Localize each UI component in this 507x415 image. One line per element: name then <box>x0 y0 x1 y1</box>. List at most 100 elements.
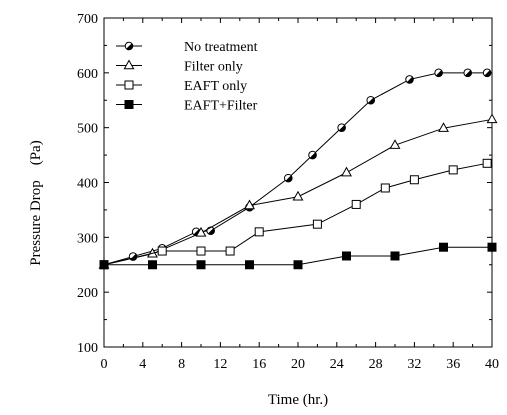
point-triangle <box>195 226 207 237</box>
point-square <box>312 219 322 229</box>
point-triangle <box>389 139 401 149</box>
x-tick-label: 8 <box>178 357 185 372</box>
point-square <box>254 227 264 237</box>
x-tick-label: 0 <box>101 357 108 372</box>
data-point <box>380 183 390 193</box>
point-filled-square <box>196 260 206 270</box>
data-point <box>366 95 376 105</box>
y-tick-label: 600 <box>77 67 98 82</box>
data-point <box>99 260 109 270</box>
point-filled-square <box>293 260 303 270</box>
data-point <box>482 158 492 168</box>
data-point <box>351 199 361 209</box>
data-point <box>341 166 352 177</box>
y-tick-label: 700 <box>77 12 98 27</box>
point-circle-fill <box>465 70 472 77</box>
legend-label: EAFT only <box>184 79 247 94</box>
data-point <box>148 260 157 270</box>
point-square <box>196 246 206 256</box>
data-point <box>448 165 458 175</box>
data-point <box>389 139 401 149</box>
point-triangle <box>438 122 449 132</box>
axis-ticks: 100 200 300 400 500 600 700 0 4 8 12 16 20 24 28 32 36 40 <box>77 12 499 372</box>
data-point <box>482 68 492 78</box>
point-filled-square <box>245 260 254 270</box>
point-square <box>409 175 419 185</box>
y-tick-label: 500 <box>77 122 98 137</box>
point-circle-fill <box>406 76 414 84</box>
point-triangle <box>486 113 498 124</box>
point-triangle <box>292 190 304 201</box>
data-point <box>196 260 206 270</box>
series-filter-only <box>98 113 498 269</box>
point-filled-square <box>99 260 109 270</box>
x-tick-label: 28 <box>369 357 383 372</box>
data-point <box>245 260 254 270</box>
point-square <box>351 199 361 209</box>
legend-entry: EAFT only <box>116 79 247 94</box>
data-point <box>124 80 134 90</box>
point-triangle <box>244 199 255 210</box>
data-point <box>254 227 264 237</box>
legend-label: EAFT+Filter <box>184 99 258 114</box>
legend: No treatment Filter only EAFT only EAFT+Fil… <box>116 40 258 114</box>
point-filled-square <box>487 242 497 252</box>
data-point <box>409 175 419 185</box>
legend-entry: No treatment <box>116 40 258 55</box>
axes <box>103 17 493 348</box>
point-circle-fill <box>338 124 346 132</box>
point-circle-fill <box>126 43 133 50</box>
point-circle-fill <box>208 228 215 235</box>
y-tick-label: 200 <box>77 286 98 301</box>
point-triangle <box>341 166 352 177</box>
series-group <box>98 68 498 270</box>
series-eaft-only <box>99 158 492 270</box>
data-point <box>124 41 134 51</box>
x-tick-label: 16 <box>252 357 266 372</box>
x-tick-label: 40 <box>485 357 499 372</box>
data-point <box>438 122 449 132</box>
point-square <box>380 183 390 193</box>
point-filled-square <box>148 260 157 270</box>
point-filled-square <box>439 242 448 252</box>
point-filled-square <box>390 251 400 261</box>
point-circle-fill <box>435 70 443 77</box>
data-point <box>157 246 167 256</box>
point-triangle <box>123 59 135 70</box>
data-point <box>434 68 443 78</box>
point-square <box>124 80 134 90</box>
point-square <box>448 165 458 175</box>
data-point <box>124 100 134 109</box>
x-tick-label: 24 <box>330 357 344 372</box>
point-circle-fill <box>309 152 317 159</box>
data-point <box>342 251 351 261</box>
legend-label: Filter only <box>184 60 243 75</box>
data-point <box>312 219 322 229</box>
data-point <box>244 199 255 210</box>
x-tick-label: 4 <box>139 357 146 372</box>
point-square <box>157 246 167 256</box>
legend-label: No treatment <box>184 40 258 55</box>
data-point <box>463 68 473 78</box>
x-axis-label: Time (hr.) <box>268 392 328 408</box>
point-circle-fill <box>484 70 491 77</box>
point-filled-square <box>342 251 351 261</box>
data-point <box>195 226 207 237</box>
data-point <box>196 246 206 256</box>
point-square <box>225 246 235 256</box>
data-point <box>123 59 135 70</box>
y-tick-label: 400 <box>77 177 98 192</box>
data-point <box>405 75 414 84</box>
x-tick-label: 32 <box>407 357 421 372</box>
y-tick-label: 300 <box>77 231 98 246</box>
data-point <box>284 173 293 183</box>
point-circle-fill <box>368 97 375 105</box>
x-tick-label: 12 <box>213 357 227 372</box>
data-point <box>225 246 235 256</box>
data-point <box>293 260 303 270</box>
data-point <box>308 150 317 160</box>
series-line <box>103 72 488 266</box>
x-tick-label: 36 <box>446 357 460 372</box>
point-filled-square <box>124 100 134 109</box>
